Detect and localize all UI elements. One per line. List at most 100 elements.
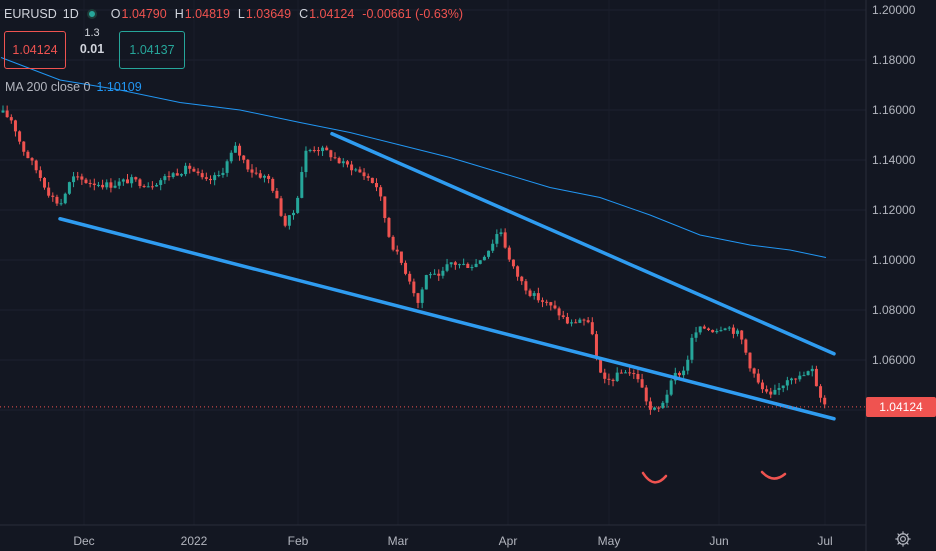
- candle-body: [142, 185, 146, 187]
- candle-body: [715, 331, 719, 333]
- candle-body: [433, 273, 437, 275]
- open-label: O: [110, 7, 121, 21]
- candle-body: [233, 145, 237, 153]
- candle-body: [51, 195, 55, 197]
- candle-body: [209, 178, 212, 181]
- upper-trendline[interactable]: [330, 132, 836, 356]
- candle-body: [752, 368, 756, 374]
- candle-body: [802, 375, 806, 377]
- candle-body: [619, 372, 623, 374]
- candle-body: [325, 147, 329, 151]
- candle-body: [229, 152, 233, 162]
- y-tick-label: 1.10000: [872, 253, 916, 267]
- candle-body: [341, 161, 345, 164]
- candle-body: [262, 175, 266, 178]
- trendlines-group[interactable]: [58, 132, 836, 421]
- candle-body: [698, 326, 702, 333]
- candle-body: [76, 176, 80, 178]
- x-tick-label: Feb: [287, 534, 309, 548]
- candle-body: [416, 293, 420, 303]
- candle-body: [404, 262, 408, 274]
- candle-body: [736, 330, 740, 334]
- buy-button[interactable]: 1.04137: [119, 31, 185, 69]
- candle-body: [707, 328, 710, 330]
- lower-trendline[interactable]: [58, 217, 836, 421]
- candle-body: [354, 169, 358, 171]
- candle-body: [565, 316, 569, 324]
- candle-body: [88, 182, 92, 184]
- candle-body: [109, 182, 113, 188]
- candle-body: [63, 193, 67, 204]
- candle-body: [814, 368, 818, 387]
- candle-body: [47, 187, 51, 196]
- spread-bottom: 0.01: [79, 42, 105, 57]
- gear-icon[interactable]: [894, 530, 912, 548]
- sell-button[interactable]: 1.04124: [4, 31, 66, 69]
- candle-body: [503, 232, 507, 248]
- symbol-interval[interactable]: 1D: [62, 7, 79, 21]
- candle-body: [316, 150, 320, 152]
- candle-body: [557, 308, 561, 316]
- bottom-arc-may[interactable]: [641, 471, 668, 484]
- candle-body: [453, 262, 457, 265]
- candle-body: [491, 243, 495, 251]
- ma-value: 1.10109: [96, 80, 142, 94]
- candle-body: [287, 215, 291, 226]
- candle-body: [26, 151, 30, 159]
- candle-body: [806, 371, 810, 376]
- candle-body: [702, 326, 706, 329]
- candle-body: [242, 155, 246, 160]
- spread-indicator: 1.3 0.01: [68, 26, 116, 59]
- candle-body: [196, 171, 200, 174]
- candle-body: [694, 332, 698, 338]
- y-tick-label: 1.20000: [872, 3, 916, 17]
- candle-body: [337, 158, 341, 164]
- ma-indicator-legend[interactable]: MA 200 close 0 1.10109: [5, 80, 142, 94]
- candle-body: [254, 172, 258, 174]
- candle-body: [437, 273, 441, 276]
- candle-body: [258, 173, 262, 178]
- candle-body: [574, 322, 578, 324]
- candle-body: [653, 407, 657, 410]
- y-tick-label: 1.18000: [872, 53, 916, 67]
- candle-body: [727, 327, 731, 329]
- candle-body: [72, 176, 76, 183]
- candle-body: [412, 281, 416, 294]
- symbol-legend: EURUSD 1D O 1.04790 H 1.04819 L 1.03649 C 1.…: [4, 7, 471, 21]
- candle-body: [449, 262, 453, 265]
- candle-body: [603, 372, 607, 379]
- candle-body: [640, 379, 644, 388]
- candle-body: [790, 378, 793, 381]
- candle-body: [271, 178, 275, 191]
- candle-body: [428, 274, 432, 276]
- candle-body: [570, 322, 574, 324]
- candle-body: [541, 300, 544, 302]
- candle-body: [117, 181, 121, 186]
- candle-body: [624, 372, 627, 374]
- ma-200-line[interactable]: [0, 57, 827, 258]
- symbol-ticker[interactable]: EURUSD: [4, 7, 57, 21]
- candle-body: [155, 184, 159, 187]
- x-tick-label: Jul: [817, 534, 833, 548]
- candle-body: [221, 172, 225, 176]
- candle-body: [59, 203, 63, 205]
- y-tick-label: 1.16000: [872, 103, 916, 117]
- candle-body: [358, 169, 362, 173]
- candle-body: [760, 382, 764, 390]
- bottom-annotations[interactable]: [641, 470, 787, 484]
- candle-body: [773, 389, 777, 395]
- candle-body: [5, 110, 9, 118]
- candle-body: [520, 276, 524, 282]
- candle-body: [462, 263, 466, 265]
- candle-body: [96, 184, 100, 186]
- candle-body: [499, 232, 503, 235]
- candle-body: [113, 185, 117, 188]
- candle-body: [607, 378, 611, 380]
- candle-body: [599, 358, 603, 373]
- candle-body: [798, 375, 802, 380]
- candle-body: [80, 176, 84, 180]
- candle-body: [408, 273, 412, 282]
- bottom-arc-june[interactable]: [760, 470, 787, 480]
